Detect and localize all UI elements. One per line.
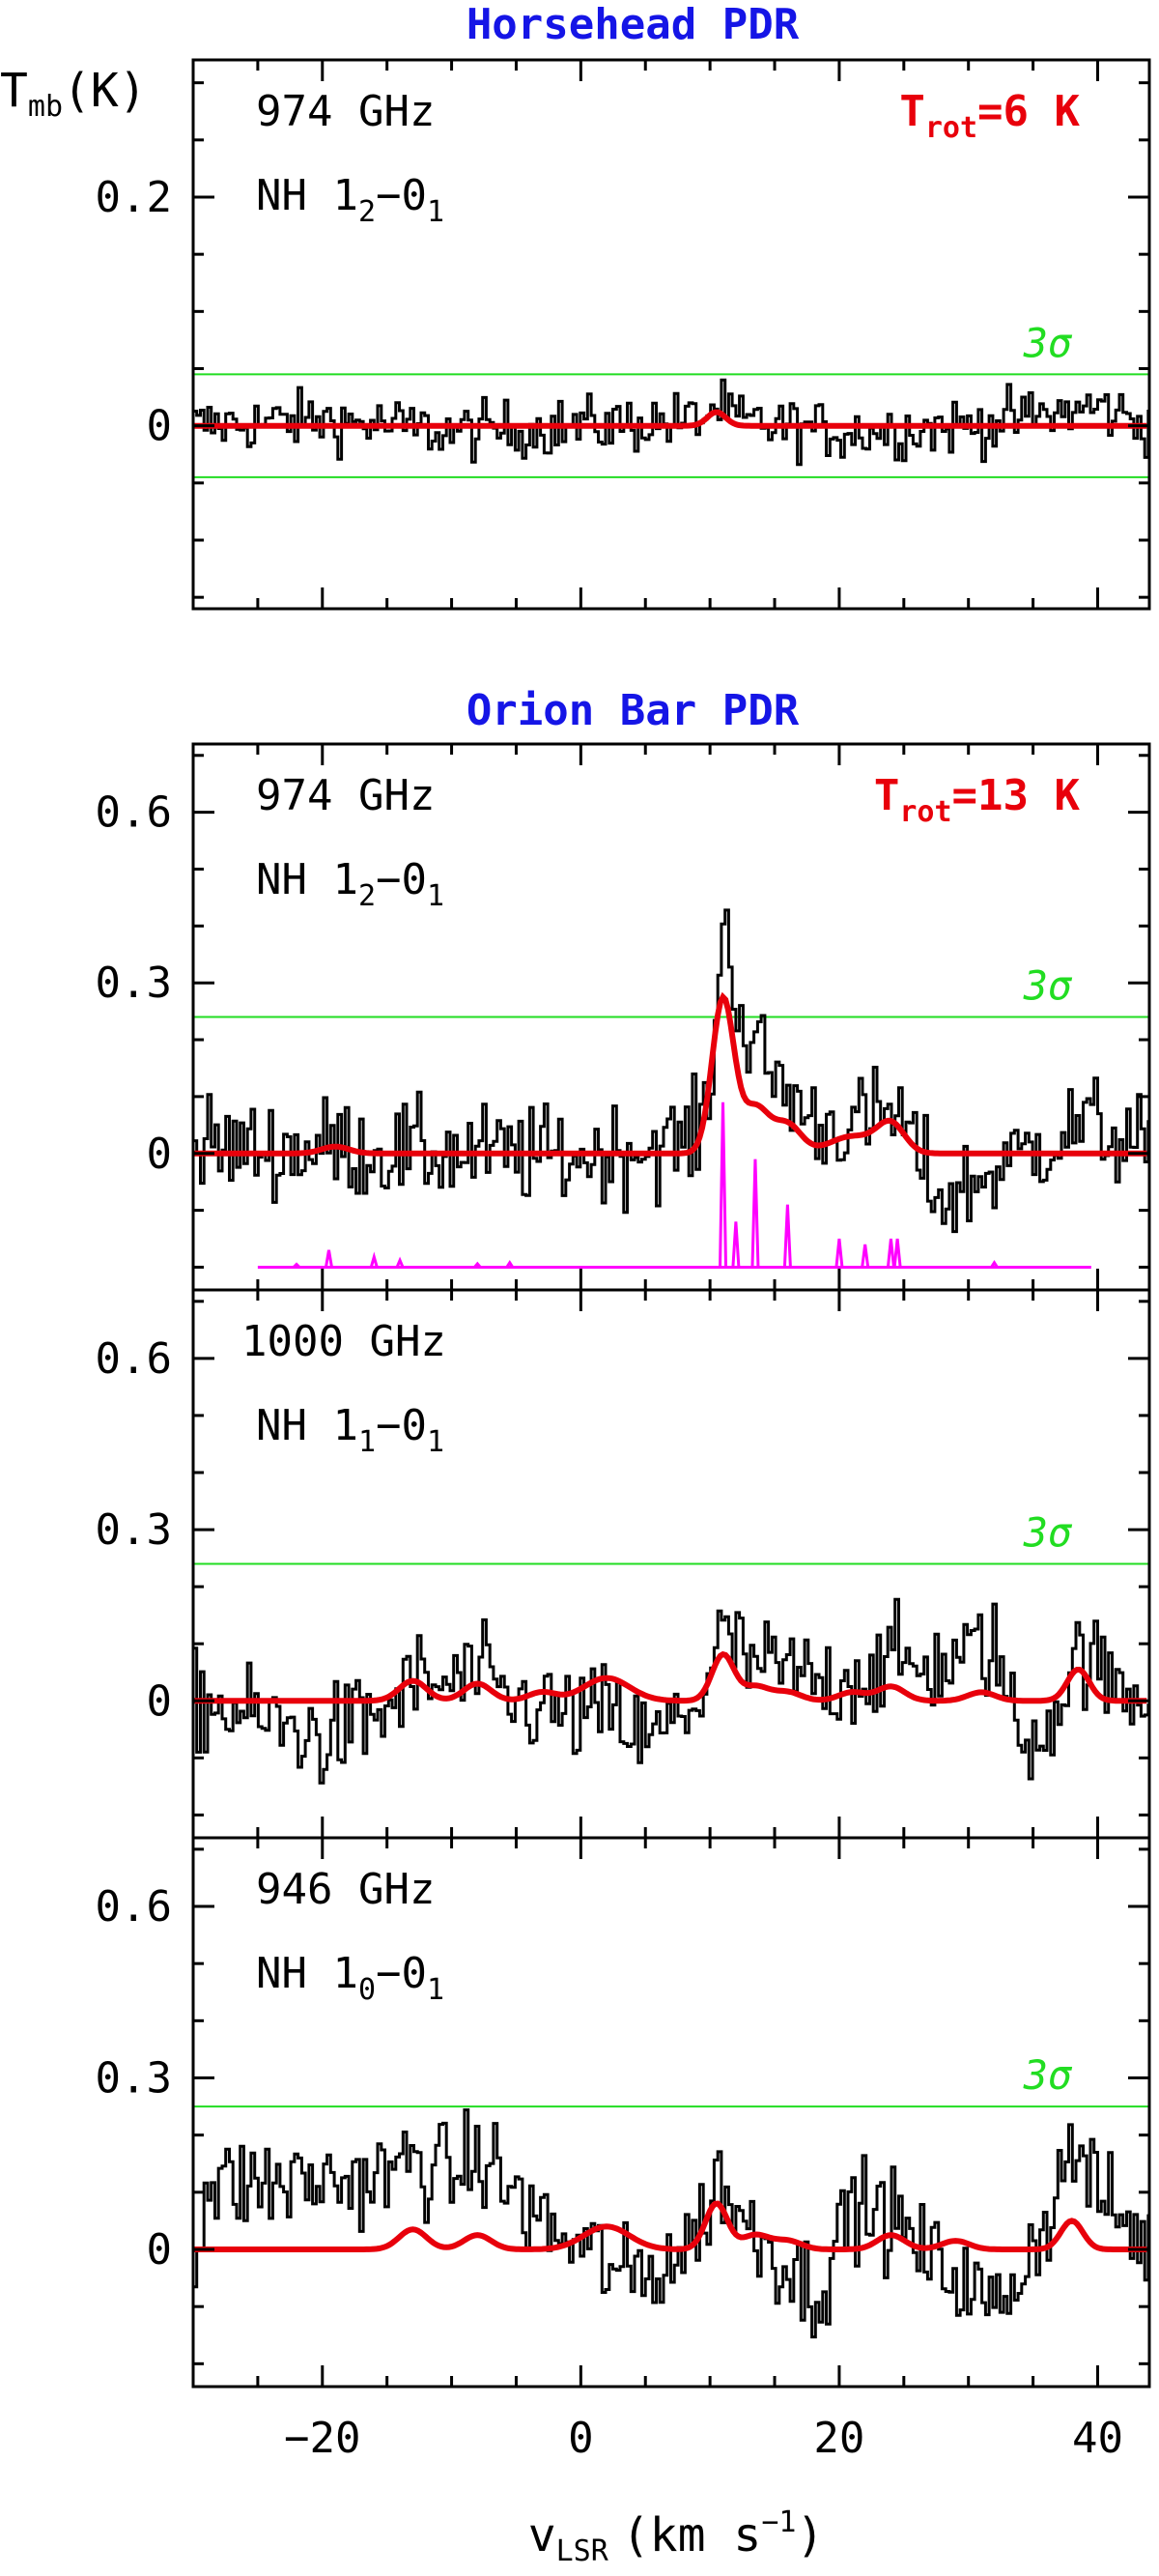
section-title-orion: Orion Bar PDR [466,686,800,735]
y-axis-label-unit: (K) [63,64,147,118]
trot-sub: rot [899,795,951,829]
observed-spectrum-3 [193,2108,1149,2339]
sigma-label-3: 3σ [1023,2051,1073,2099]
trot-label-0: Trot=6 K [899,87,1080,145]
transition-lower-sub: 1 [427,879,444,913]
y-tick-label: 0 [147,1130,173,1179]
hfs-component-1 [292,1262,301,1269]
transition-label-3: NH 10−01 [256,1949,444,2007]
hfs-component-15 [990,1259,999,1269]
model-fit-3 [193,2200,1147,2252]
hfs-component-6 [505,1259,515,1269]
sigma-label-2: 3σ [1023,1509,1073,1557]
hfs-component-10 [782,1204,792,1268]
sigma-label-0: 3σ [1023,319,1073,366]
observed-spectrum-0 [193,378,1149,467]
x-tick-label: 20 [813,2414,864,2463]
transition-lower: −0 [376,1401,427,1450]
y-tick-label: 0.3 [96,2054,172,2104]
panel-2-plot-area [193,1562,1149,1838]
trot-prefix: T [899,87,925,136]
hfs-component-9 [750,1159,760,1268]
model-fit-0 [193,409,1147,429]
transition-lower-sub: 1 [427,1973,444,2007]
transition-lower: −0 [376,1949,427,1998]
y-tick-label: 0.6 [96,1334,172,1384]
panel-frame-0 [191,58,1151,611]
model-fit-1 [193,991,1147,1157]
panel-0-plot-area [193,373,1149,478]
hfs-component-12 [861,1244,870,1268]
transition-label-0: NH 12−01 [256,171,444,229]
y-tick-label: 0 [147,2225,173,2275]
x-axis-label-unit: (km s [622,2508,762,2562]
transition-upper: NH 1 [256,1949,358,1998]
hfs-component-14 [892,1238,902,1268]
hfs-component-13 [886,1238,895,1268]
transition-upper: NH 1 [256,855,358,904]
frequency-label-3: 946 GHz [256,1865,435,1914]
transition-upper-sub: 2 [358,879,376,913]
frequency-label-2: 1000 GHz [241,1317,446,1366]
transition-upper-sub: 2 [358,195,376,229]
panel-3-plot-area [193,2105,1149,2339]
trot-prefix: T [874,771,900,820]
trot-value: =13 K [952,771,1081,820]
hfs-component-7 [719,1102,728,1268]
transition-upper-sub: 1 [358,1425,376,1459]
transition-upper: NH 1 [256,171,358,220]
y-tick-label: 0 [147,402,173,451]
y-tick-label: 0.2 [96,173,172,222]
transition-upper: NH 1 [256,1401,358,1450]
sigma-label-1: 3σ [1023,962,1073,1010]
x-axis-label-main: v [528,2508,556,2562]
trot-sub: rot [925,111,977,145]
panel-frame-3 [191,1836,1151,2389]
y-tick-label: 0.3 [96,1505,172,1555]
hfs-component-4 [395,1256,405,1269]
panel-0: 0 0.2 974 GHz NH 12−01 Trot=6 K 3σ [96,58,1151,611]
hfs-component-2 [324,1249,333,1268]
panel-1-plot-area [193,908,1149,1290]
trot-label-1: Trot=13 K [874,771,1081,829]
y-tick-label: 0.3 [96,959,172,1008]
x-axis-label-exp: −1 [761,2505,796,2539]
frequency-label-0: 974 GHz [256,87,435,136]
transition-label-2: NH 11−01 [256,1401,444,1459]
transition-lower-sub: 1 [427,195,444,229]
x-axis-label-sub: LSR [556,2534,609,2568]
x-axis-label-close: ) [796,2508,824,2562]
observed-spectrum-2 [193,1597,1149,1785]
trot-value: =6 K [977,87,1080,136]
x-tick-labels: −20 0 20 40 [284,2414,1123,2463]
observed-spectrum-1 [193,908,1149,1234]
hfs-component-8 [731,1221,741,1268]
frequency-label-1: 974 GHz [256,771,435,820]
model-fit-2 [193,1650,1147,1704]
y-tick-label: 0.6 [96,1882,172,1932]
transition-lower: −0 [376,171,427,220]
transition-lower: −0 [376,855,427,904]
panel-1: 0 0.3 0.6 974 GHz NH 12−01 Trot=13 K 3σ [96,742,1151,1292]
transition-upper-sub: 0 [358,1973,376,2007]
y-axis-label-sub: mb [28,90,63,124]
x-tick-label: 40 [1072,2414,1123,2463]
y-tick-label: 0.6 [96,788,172,838]
x-axis-label: vLSR (km s−1) [528,2505,825,2568]
y-axis-label: Tmb(K) [0,64,147,124]
transition-lower-sub: 1 [427,1425,444,1459]
hfs-component-11 [834,1238,844,1268]
x-tick-label: −20 [284,2414,360,2463]
section-title-horsehead: Horsehead PDR [466,0,800,49]
hfs-component-3 [369,1251,379,1268]
y-axis-label-main: T [0,64,28,118]
transition-label-1: NH 12−01 [256,855,444,913]
hfs-component-5 [473,1261,482,1269]
y-tick-label: 0 [147,1676,173,1726]
x-tick-label: 0 [568,2414,594,2463]
